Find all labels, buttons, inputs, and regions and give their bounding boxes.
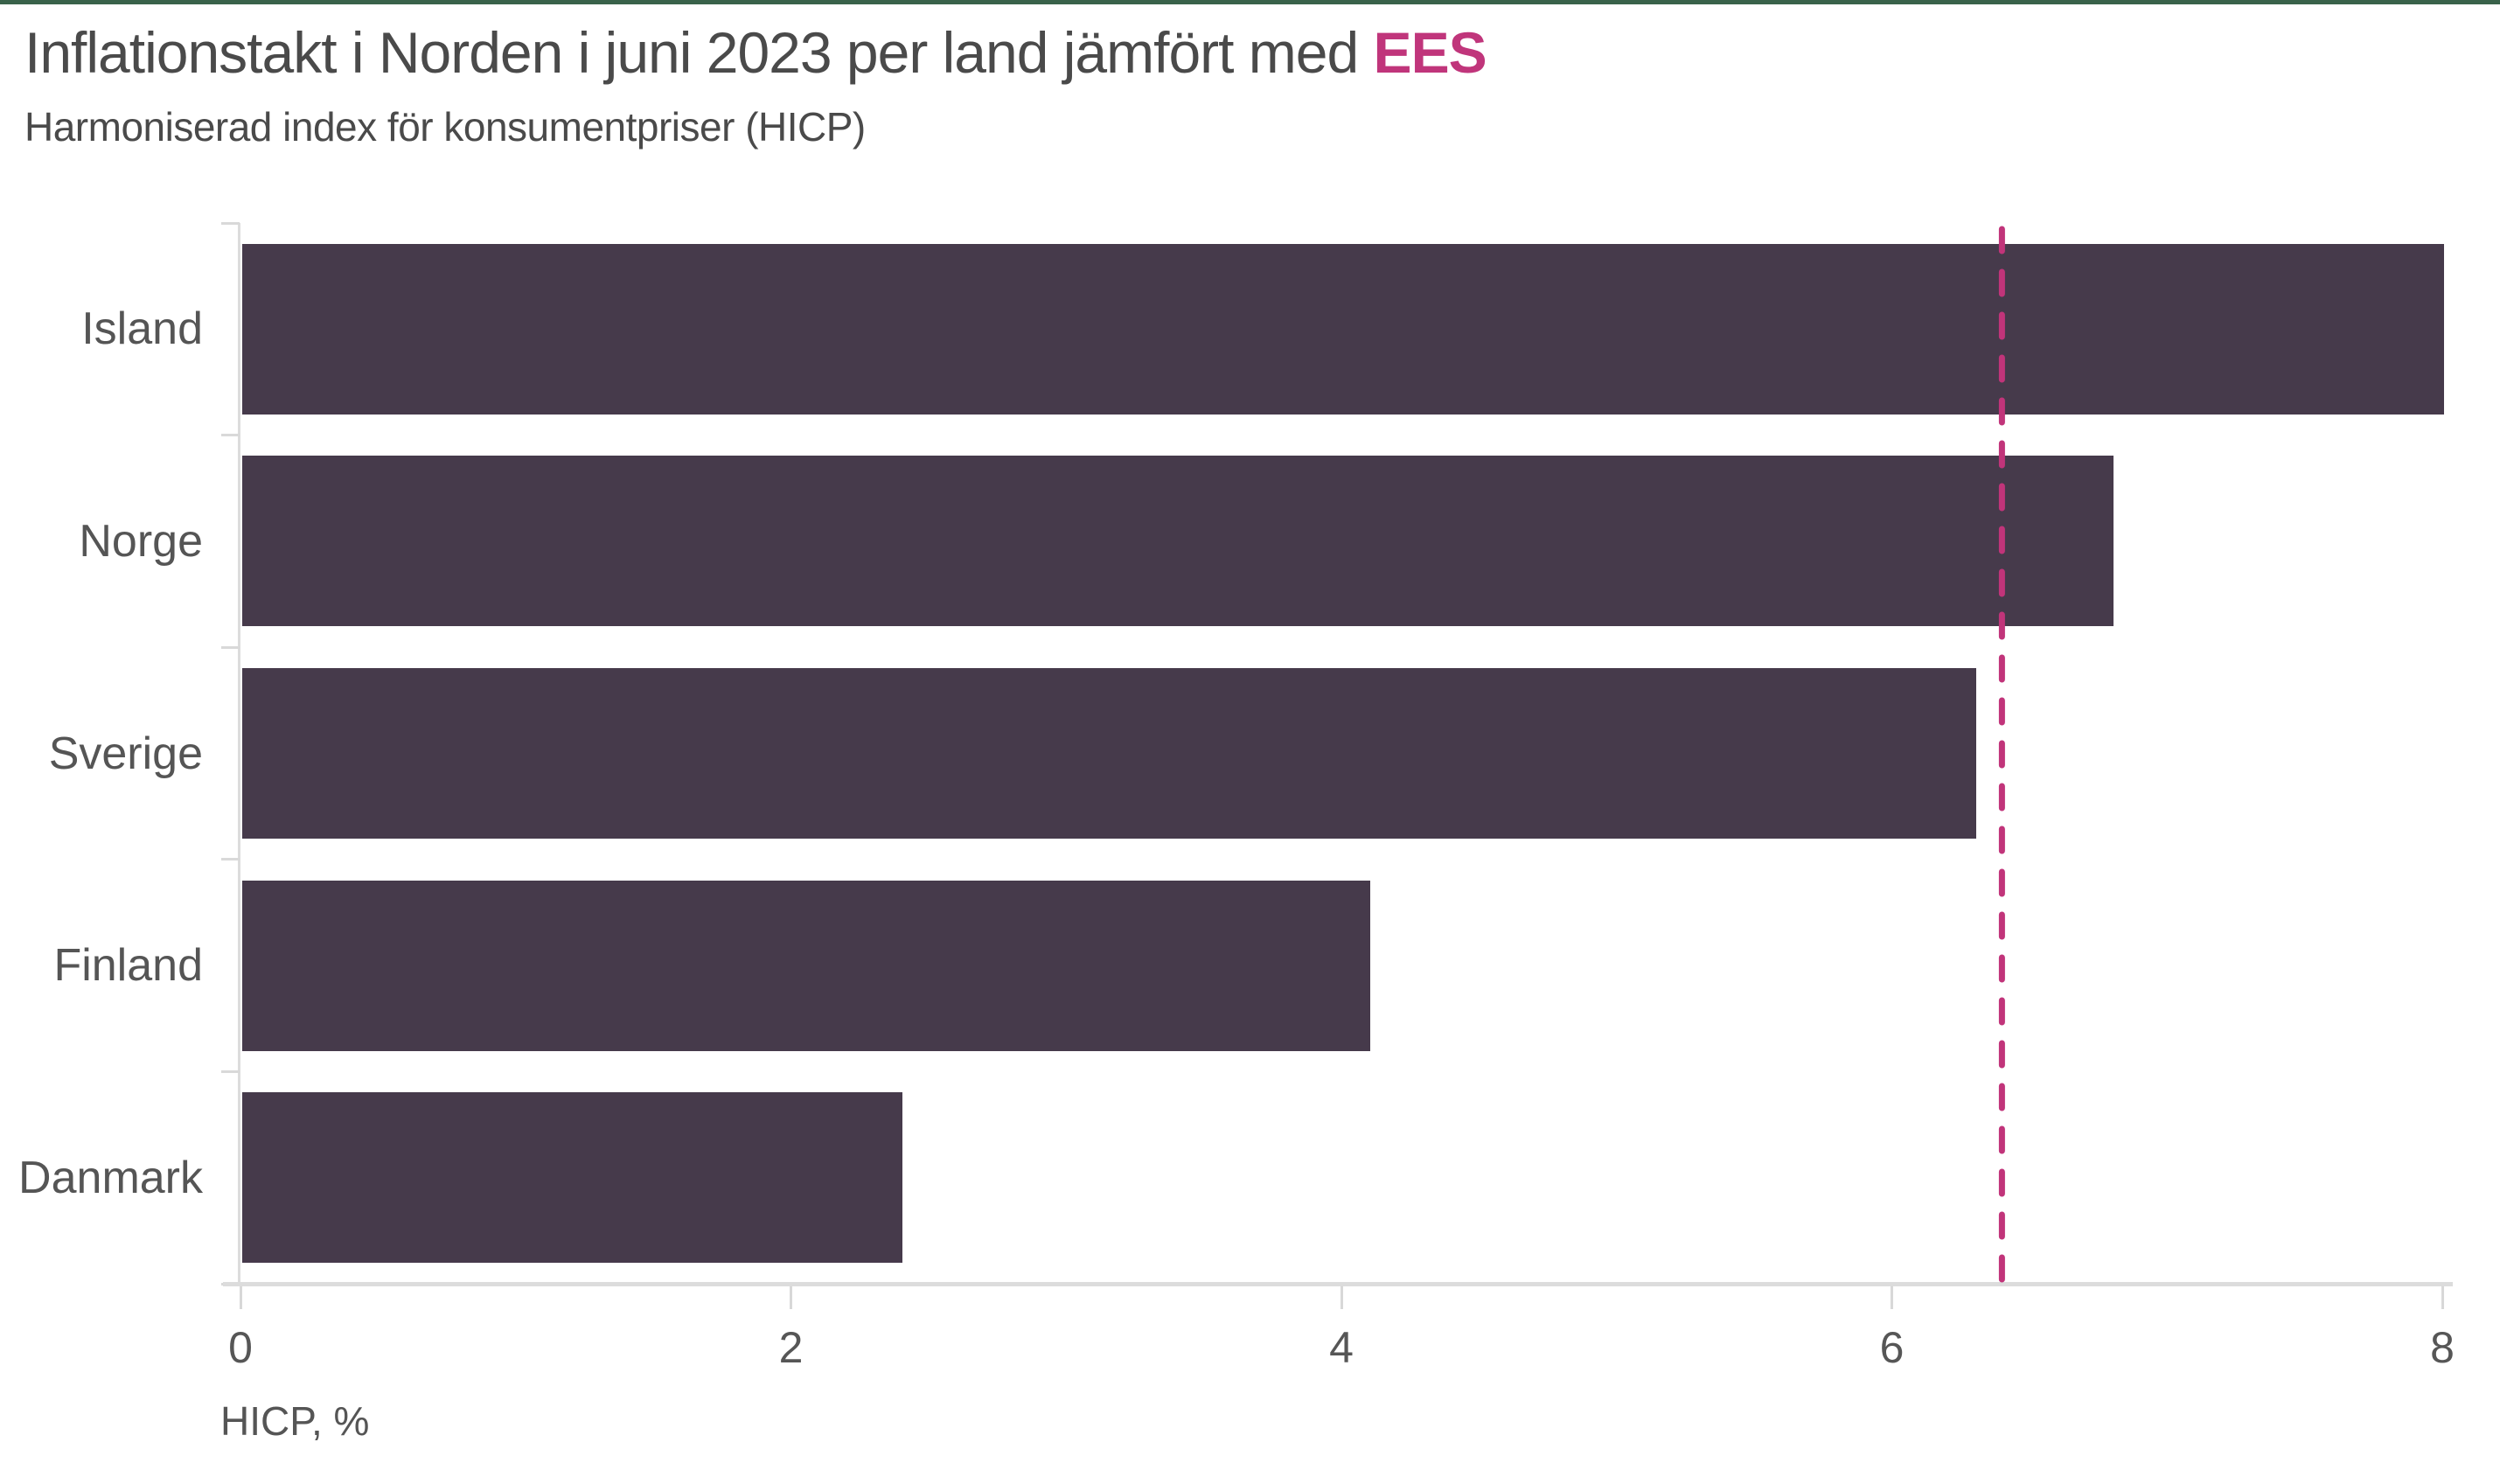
x-axis-tick xyxy=(2441,1286,2444,1309)
y-axis-tick xyxy=(221,434,240,437)
x-tick-label: 0 xyxy=(228,1323,253,1372)
bar-finland xyxy=(242,880,1370,1051)
page-subtitle: Harmoniserad index för konsumentpriser (… xyxy=(24,104,866,150)
category-label-island: Island xyxy=(81,303,203,355)
x-tick-label: 6 xyxy=(1879,1323,1905,1372)
page-title-highlight: EES xyxy=(1373,20,1487,85)
page-title-text: Inflationstakt i Norden i juni 2023 per … xyxy=(24,20,1374,85)
x-axis-tick xyxy=(1340,1286,1343,1309)
x-axis-title: HICP, % xyxy=(220,1398,370,1444)
x-axis-tick xyxy=(239,1286,242,1309)
category-label-sverige: Sverige xyxy=(48,728,203,779)
x-tick-label: 8 xyxy=(2430,1323,2455,1372)
bar-island xyxy=(242,243,2444,415)
y-axis-tick xyxy=(221,1069,240,1073)
y-axis-line xyxy=(238,223,240,1284)
category-label-finland: Finland xyxy=(53,940,203,992)
bar-sverige xyxy=(242,668,1976,839)
category-label-norge: Norge xyxy=(79,515,203,567)
x-axis-tick xyxy=(790,1286,792,1309)
x-axis-tick xyxy=(1891,1286,1893,1309)
category-label-danmark: Danmark xyxy=(18,1152,203,1203)
x-axis-line xyxy=(223,1282,2453,1286)
y-axis-tick xyxy=(221,221,240,225)
bar-danmark xyxy=(242,1092,902,1264)
bar-norge xyxy=(242,456,2114,627)
x-tick-label: 4 xyxy=(1329,1323,1354,1372)
page-title: Inflationstakt i Norden i juni 2023 per … xyxy=(24,19,1487,86)
top-accent-bar xyxy=(0,0,2500,4)
y-axis-tick xyxy=(221,858,240,861)
x-tick-label: 2 xyxy=(778,1323,804,1372)
y-axis-tick xyxy=(221,645,240,649)
